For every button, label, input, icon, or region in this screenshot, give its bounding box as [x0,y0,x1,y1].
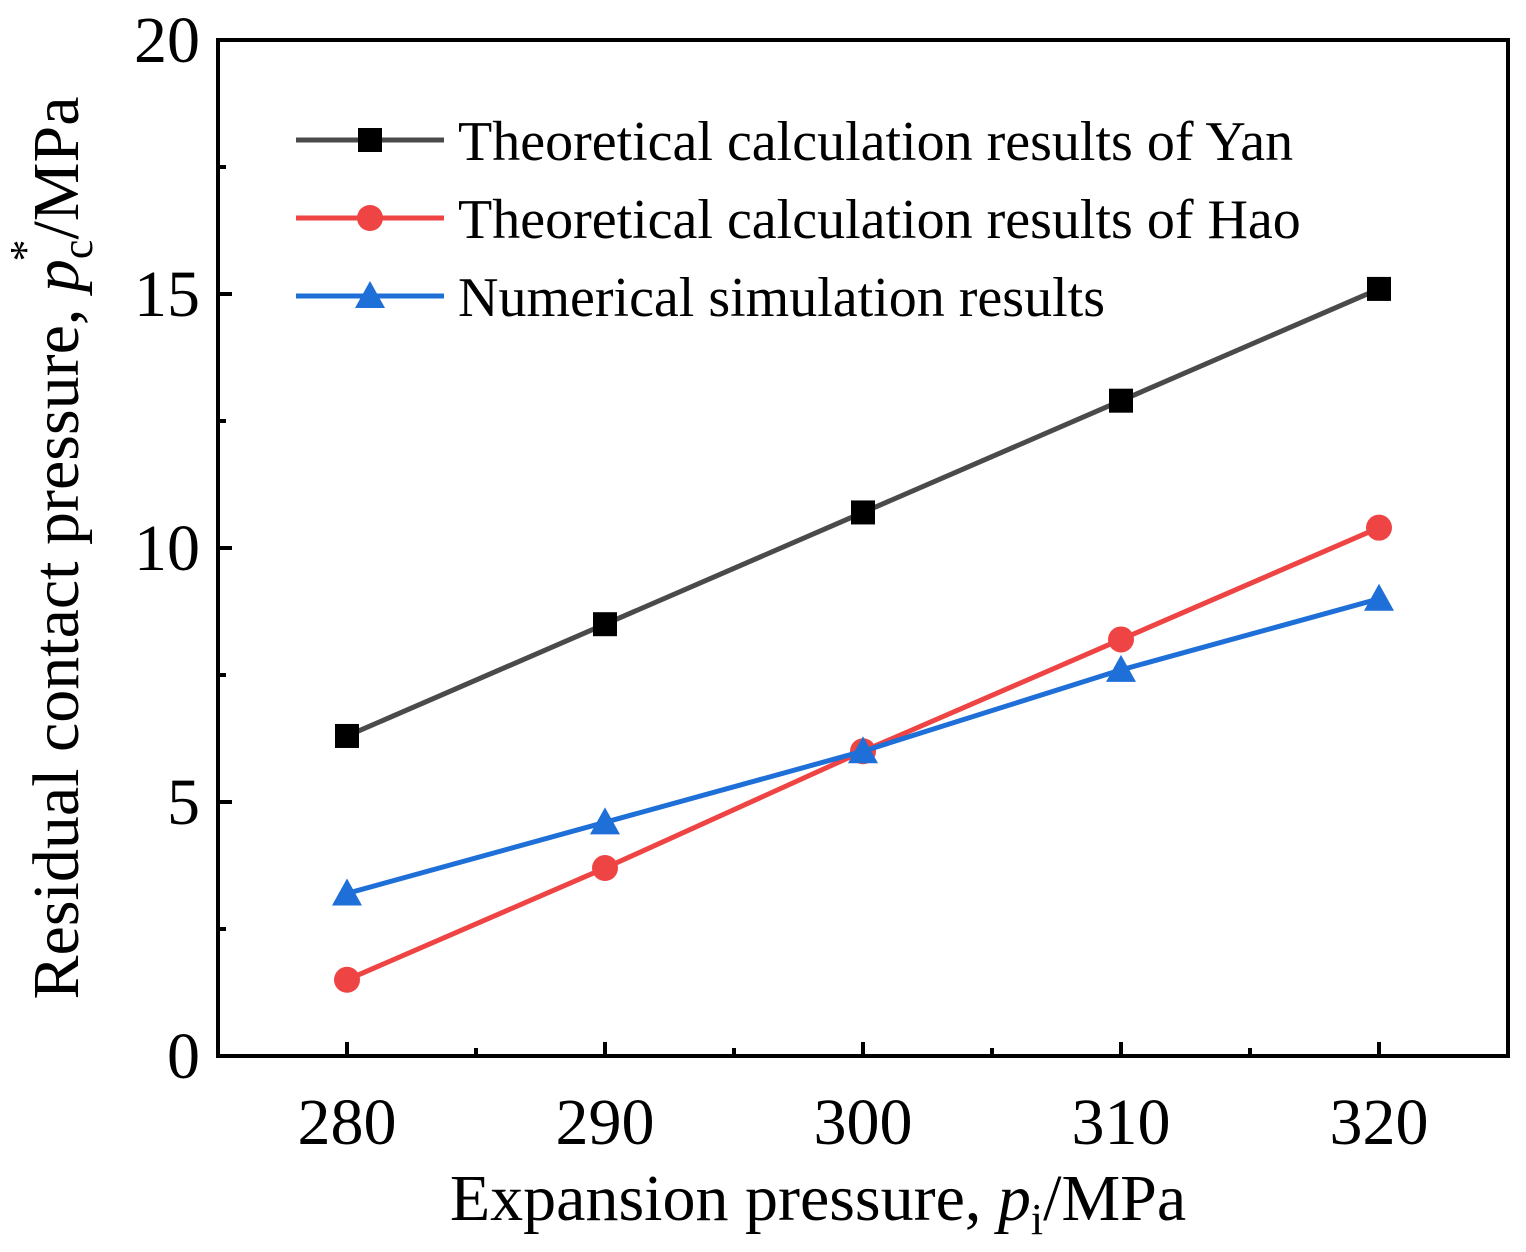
data-point-square [1109,388,1133,413]
data-point-triangle [590,807,620,835]
data-point-circle [592,855,618,882]
y-tick-label: 15 [134,258,200,331]
y-axis-title-sub: c [53,240,102,260]
x-tick-label: 310 [1072,1086,1171,1159]
data-point-triangle [1364,583,1394,611]
data-point-square [1367,276,1391,301]
legend-label: Numerical simulation results [458,267,1105,329]
legend-marker-circle [357,205,383,231]
y-tick-label: 0 [167,1020,200,1093]
legend-label: Theoretical calculation results of Yan [458,111,1293,173]
x-tick-label: 300 [814,1086,913,1159]
data-point-square [593,612,617,637]
legend-label: Theoretical calculation results of Hao [458,189,1301,251]
series [332,276,1394,993]
y-axis-title-prefix: Residual contact pressure, [20,292,93,999]
series-triangle [332,583,1394,906]
x-tick-label: 320 [1330,1086,1429,1159]
y-axis-title: Residual contact pressure, pc*/MPa [1,97,102,1000]
legend-entry: Theoretical calculation results of Yan [296,111,1293,173]
y-tick-label: 5 [167,766,200,839]
plot-frame [216,38,1510,1058]
data-point-triangle [1106,654,1136,682]
data-point-circle [334,966,360,993]
y-axis-title-var: p [20,259,93,296]
data-point-circle [1108,626,1134,653]
x-axis-title-suffix: /MPa [1043,1162,1186,1235]
x-tick-label: 290 [556,1086,655,1159]
y-axis-title-sup: * [1,240,50,262]
data-point-triangle [332,878,362,906]
x-tick-label: 280 [298,1086,397,1159]
legend-marker-triangle [355,281,385,308]
data-point-circle [1366,514,1392,541]
data-point-triangle [848,736,878,764]
x-axis-title-var: p [994,1162,1031,1235]
ticks: 280 290 300 310 320 0 5 10 15 20 [134,4,1429,1159]
y-axis-title-suffix: /MPa [20,97,93,240]
data-point-square [851,500,875,525]
x-axis-title: Expansion pressure, pi/MPa [450,1162,1186,1244]
legend-marker-square [358,128,382,152]
y-tick-label: 20 [134,4,200,77]
svg-text:Expansion pressure, pi/MPa: Expansion pressure, pi/MPa [450,1162,1186,1244]
legend-entry: Numerical simulation results [296,267,1105,329]
y-tick-label: 10 [134,512,200,585]
series-square [335,276,1391,748]
legend: Theoretical calculation results of Yan Th… [296,111,1301,329]
svg-text:Residual contact pressure, pc*: Residual contact pressure, pc*/MPa [1,97,102,1000]
x-axis-title-sub: i [1031,1195,1043,1244]
x-axis-title-prefix: Expansion pressure, [450,1162,998,1235]
legend-entry: Theoretical calculation results of Hao [296,189,1301,251]
data-point-square [335,723,359,748]
